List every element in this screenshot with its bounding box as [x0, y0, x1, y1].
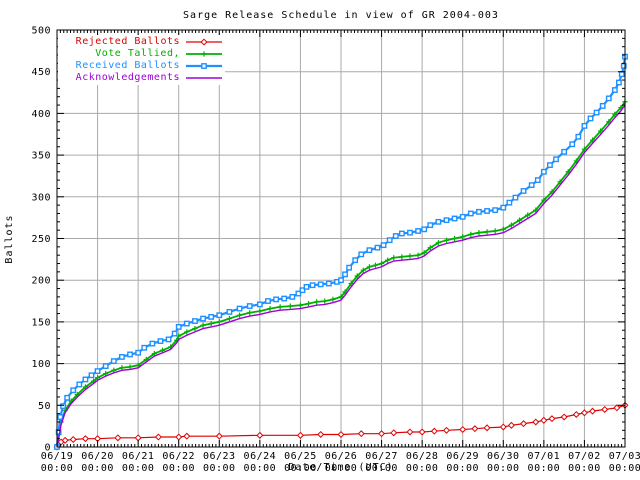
x-tick-date-label: 06/22: [162, 451, 195, 462]
x-tick-time-label: 00:00: [568, 463, 601, 474]
x-tick-date-label: 06/28: [406, 451, 439, 462]
y-tick-label: 100: [31, 359, 51, 370]
x-tick-time-label: 00:00: [284, 463, 317, 474]
x-tick-date-label: 06/27: [365, 451, 398, 462]
x-tick-time-label: 00:00: [446, 463, 479, 474]
y-axis-label: Ballots: [4, 214, 15, 264]
y-tick-label: 150: [31, 317, 51, 328]
legend-sample-received-ballots: [186, 63, 222, 69]
x-tick-date-label: 06/24: [244, 451, 277, 462]
legend-item-rejected-ballots: Rejected Ballots: [58, 36, 223, 48]
y-tick-label: 50: [38, 401, 51, 412]
x-tick-time-label: 00:00: [122, 463, 155, 474]
legend: Rejected Ballots Vote Tallied, Received …: [58, 35, 225, 85]
x-tick-date-label: 06/30: [487, 451, 520, 462]
tick-labels: 05010015020025030035040045050006/1900:00…: [31, 26, 640, 475]
x-axis-label: Date/Time (UTC): [288, 462, 394, 473]
y-tick-label: 450: [31, 67, 51, 78]
x-tick-time-label: 00:00: [244, 463, 277, 474]
x-tick-time-label: 00:00: [528, 463, 561, 474]
x-tick-time-label: 00:00: [365, 463, 398, 474]
x-tick-date-label: 07/02: [568, 451, 601, 462]
legend-item-vote-tallied: Vote Tallied,: [58, 48, 223, 60]
x-tick-time-label: 00:00: [487, 463, 520, 474]
legend-label-received-ballots: Received Ballots: [75, 60, 180, 71]
series-received-ballots: [54, 53, 628, 450]
x-tick-date-label: 06/20: [81, 451, 114, 462]
y-tick-label: 350: [31, 151, 51, 162]
chart-title: Sarge Release Schedule in view of GR 200…: [183, 10, 499, 21]
x-tick-date-label: 06/21: [122, 451, 155, 462]
legend-sample-rejected-ballots: [186, 38, 222, 46]
x-tick-date-label: 06/23: [203, 451, 236, 462]
y-tick-label: 0: [44, 443, 51, 454]
x-tick-time-label: 00:00: [81, 463, 114, 474]
y-tick-label: 400: [31, 109, 51, 120]
legend-label-acknowledgements: Acknowledgements: [75, 72, 180, 83]
gridlines: [57, 30, 625, 447]
x-tick-time-label: 00:00: [162, 463, 195, 474]
series-acknowledgements: [56, 104, 626, 448]
axes: [56, 29, 626, 448]
legend-label-vote-tallied: Vote Tallied,: [95, 48, 180, 59]
x-tick-time-label: 00:00: [41, 463, 74, 474]
x-tick-date-label: 07/03: [609, 451, 640, 462]
x-tick-time-label: 00:00: [203, 463, 236, 474]
x-tick-date-label: 06/29: [446, 451, 479, 462]
x-tick-time-label: 00:00: [406, 463, 439, 474]
x-tick-date-label: 07/01: [528, 451, 561, 462]
legend-item-acknowledgements: Acknowledgements: [58, 72, 223, 84]
y-tick-label: 250: [31, 234, 51, 245]
legend-item-received-ballots: Received Ballots: [58, 60, 223, 72]
legend-sample-vote-tallied: [186, 51, 222, 57]
x-tick-date-label: 06/26: [325, 451, 358, 462]
y-tick-label: 500: [31, 26, 51, 37]
legend-label-rejected-ballots: Rejected Ballots: [75, 36, 180, 47]
y-tick-label: 200: [31, 276, 51, 287]
x-tick-date-label: 06/19: [41, 451, 74, 462]
x-tick-time-label: 00:00: [325, 463, 358, 474]
y-tick-label: 300: [31, 192, 51, 203]
legend-sample-acknowledgements: [186, 77, 222, 79]
x-tick-date-label: 06/25: [284, 451, 317, 462]
x-tick-time-label: 00:00: [609, 463, 640, 474]
